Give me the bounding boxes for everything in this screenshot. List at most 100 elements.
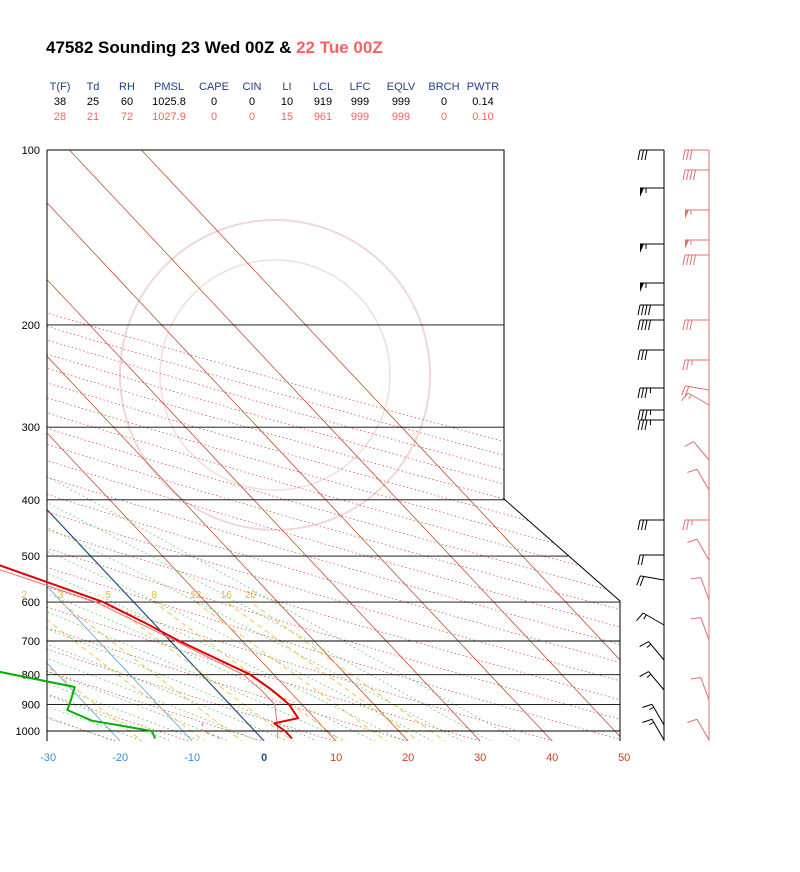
- wind-barb: [681, 385, 710, 397]
- temperature-tick-label: 20: [402, 752, 414, 764]
- wind-barb-previous-barb: [686, 319, 689, 331]
- dry-adiabat: [47, 150, 620, 741]
- wind-barb-previous-staff: [696, 468, 710, 491]
- stat-previous-9: 999: [391, 111, 411, 123]
- wind-barb-previous-barb: [690, 676, 701, 680]
- mixing-ratio-line: [47, 601, 208, 741]
- dry-adiabat: [47, 150, 620, 741]
- watermark-outer: [119, 219, 431, 531]
- wind-barb-current-halfbarb: [649, 706, 654, 711]
- stat-current-9: 999: [391, 96, 411, 108]
- mixing-ratio-line: [250, 601, 449, 741]
- stat-current-7: 919: [313, 96, 333, 108]
- isotherm-line: [47, 150, 337, 741]
- temperature-tick-label: 10: [330, 752, 342, 764]
- isotherm-line: [47, 150, 481, 741]
- wind-barb-current-barb: [641, 319, 644, 331]
- wind-barb-previous-barb: [682, 319, 686, 331]
- temperature-tick-label: 40: [546, 752, 558, 764]
- moist-adiabat: [47, 297, 294, 741]
- wind-barb: [682, 254, 709, 266]
- wind-barb-current-staff: [640, 575, 665, 581]
- isotherm-line: [47, 150, 409, 741]
- wind-barb: [642, 718, 665, 741]
- stat-previous-1: 21: [86, 111, 100, 123]
- mixing-ratio-label: 20: [245, 590, 257, 601]
- wind-barb: [636, 575, 665, 587]
- wind-barb-current-barb: [642, 703, 653, 708]
- wind-barb-current-barb: [644, 304, 648, 316]
- moist-adiabat: [47, 297, 236, 741]
- wind-barb-current-barb: [637, 387, 641, 399]
- wind-barb-current-barb: [639, 641, 649, 647]
- wind-barb-current-staff: [651, 703, 665, 726]
- wind-barb: [682, 149, 709, 161]
- dry-adiabat: [47, 150, 196, 741]
- wind-barb-current-barb: [644, 349, 648, 361]
- wind-barb-previous-flag: [685, 210, 689, 219]
- wind-barb-previous-staff: [693, 441, 710, 461]
- stat-header-1: Td: [86, 81, 100, 93]
- stat-previous-7: 961: [313, 111, 333, 123]
- wind-barb-previous-barb: [682, 169, 686, 181]
- stat-current-3: 1025.8: [152, 96, 186, 108]
- wind-barb: [637, 419, 664, 431]
- stat-previous-11: 0.10: [472, 111, 494, 123]
- dry-adiabat: [47, 150, 620, 741]
- wind-barb-previous-barb: [682, 254, 686, 266]
- stat-current-10: 0: [440, 96, 448, 108]
- stat-previous-10: 0: [440, 111, 448, 123]
- wind-barb-previous-barb: [686, 254, 689, 266]
- mixing-ratio-label: 12: [190, 590, 202, 601]
- isotherm-line: [47, 150, 265, 741]
- wind-barb-previous-staff: [696, 718, 710, 741]
- wind-barb-current-flag: [640, 283, 644, 292]
- dewpoint-profile-previous: [201, 723, 221, 739]
- dry-adiabat: [47, 150, 620, 741]
- wind-barb-current-barb: [637, 319, 641, 331]
- wind-barb-current-barb: [641, 419, 644, 431]
- stat-header-7: LCL: [312, 81, 334, 93]
- moist-adiabat: [47, 297, 178, 741]
- wind-barb: [637, 387, 664, 399]
- stat-previous-3: 1027.9: [152, 111, 186, 123]
- pressure-tick-label: 600: [22, 597, 40, 609]
- wind-barb: [682, 359, 709, 371]
- wind-barb-previous-staff: [685, 385, 710, 391]
- stat-header-5: CIN: [242, 81, 262, 93]
- wind-barb: [637, 149, 664, 161]
- wind-barb-current-halfbarb: [649, 721, 654, 726]
- pressure-tick-label: 100: [22, 145, 40, 157]
- wind-barb-previous-staff: [700, 577, 710, 601]
- chart-frame: [46, 149, 621, 741]
- wind-barb: [637, 554, 664, 566]
- mixing-ratio-label: 2: [22, 590, 28, 601]
- mixing-ratio-line: [47, 601, 146, 741]
- wind-barb-previous-barb: [689, 254, 693, 266]
- wind-barb-previous-barb: [682, 149, 686, 161]
- stat-current-1: 25: [86, 96, 100, 108]
- dry-adiabat: [47, 150, 620, 741]
- wind-barb: [637, 519, 664, 531]
- wind-barb-previous-barb: [693, 254, 696, 266]
- wind-barb-current-barb: [641, 149, 644, 161]
- wind-barb-current-barb: [641, 387, 644, 399]
- wind-barb-current-barb: [637, 519, 641, 531]
- mixing-ratio-line: [107, 601, 297, 741]
- wind-barb-current-barb: [636, 612, 644, 621]
- title-first: Sounding 23 Wed 00Z: [98, 38, 275, 57]
- wind-barb: [637, 409, 664, 421]
- wind-barb-current-barb: [641, 519, 644, 531]
- wind-barb: [640, 282, 664, 292]
- stat-header-8: LFC: [349, 81, 371, 93]
- wind-barb-previous-barb: [689, 319, 693, 331]
- wind-barb: [636, 612, 665, 626]
- wind-barb-current-barb: [644, 387, 648, 399]
- dry-adiabat: [47, 150, 620, 741]
- wind-barb-previous-barb: [682, 359, 686, 371]
- wind-barb: [690, 616, 710, 641]
- isotherm-line: [47, 150, 49, 741]
- wind-barb: [639, 641, 665, 661]
- wind-barb: [637, 319, 664, 331]
